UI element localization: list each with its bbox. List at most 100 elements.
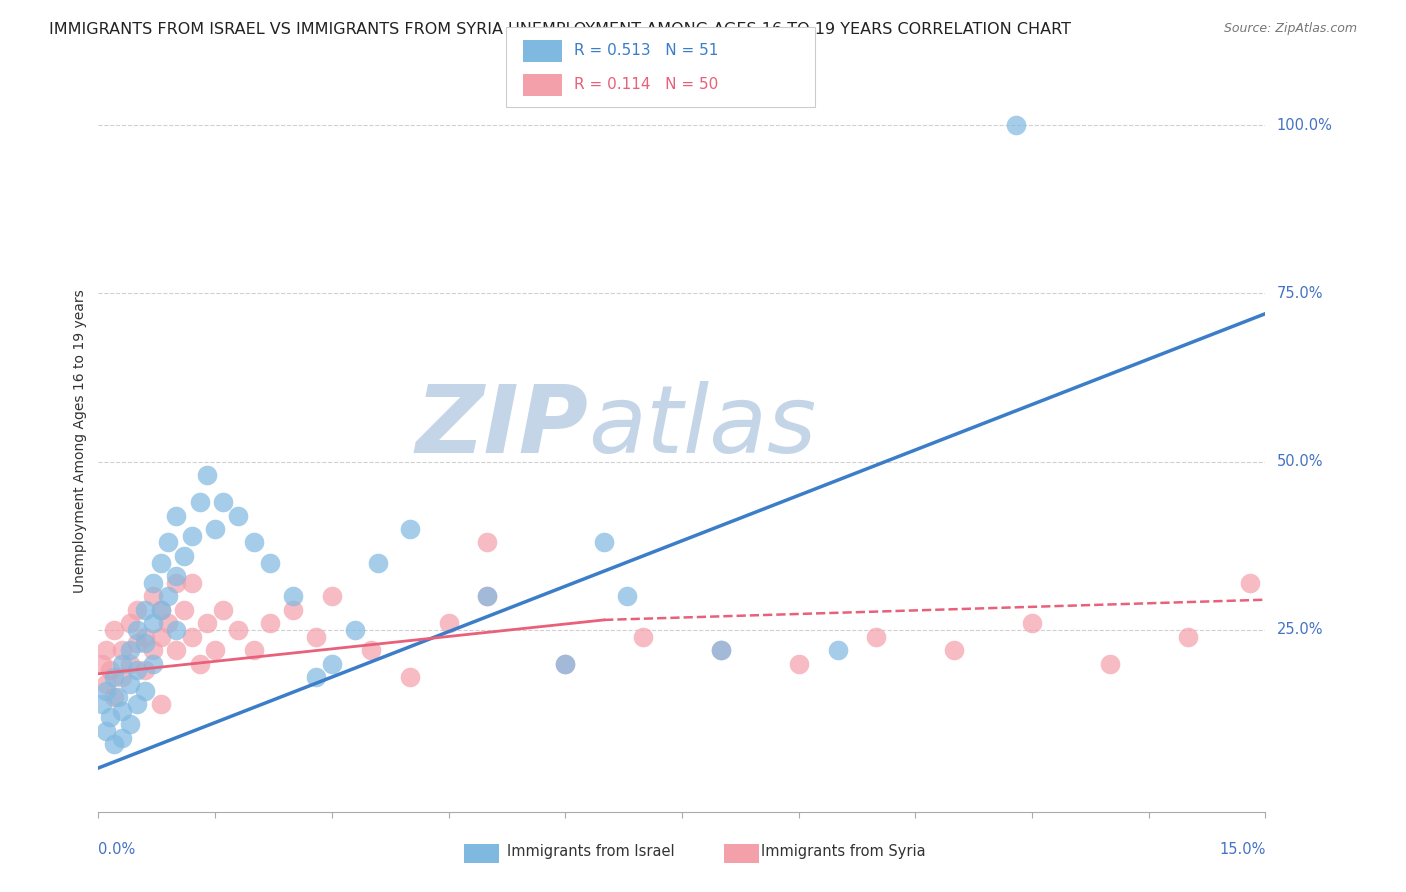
Point — [173, 603, 195, 617]
Point — [157, 535, 180, 549]
Point — [142, 616, 165, 631]
Point — [195, 616, 218, 631]
Point — [943, 643, 966, 657]
Point — [477, 590, 499, 604]
Point — [180, 630, 202, 644]
Point — [127, 603, 149, 617]
Point — [554, 657, 576, 671]
Text: 75.0%: 75.0% — [1277, 286, 1323, 301]
Point — [259, 556, 281, 570]
Point — [98, 710, 121, 724]
Text: IMMIGRANTS FROM ISRAEL VS IMMIGRANTS FROM SYRIA UNEMPLOYMENT AMONG AGES 16 TO 19: IMMIGRANTS FROM ISRAEL VS IMMIGRANTS FRO… — [49, 22, 1071, 37]
Point — [367, 556, 389, 570]
Point — [118, 616, 141, 631]
Point — [98, 664, 121, 678]
Point — [204, 643, 226, 657]
Point — [134, 630, 156, 644]
Y-axis label: Unemployment Among Ages 16 to 19 years: Unemployment Among Ages 16 to 19 years — [73, 290, 87, 593]
Point — [149, 556, 172, 570]
Point — [1098, 657, 1121, 671]
Point — [616, 590, 638, 604]
Point — [477, 535, 499, 549]
Point — [103, 670, 125, 684]
Point — [228, 623, 250, 637]
Point — [96, 677, 118, 691]
Point — [321, 657, 343, 671]
Text: ZIP: ZIP — [416, 381, 589, 473]
Point — [111, 704, 134, 718]
Point — [118, 717, 141, 731]
Point — [111, 657, 134, 671]
Point — [127, 636, 149, 650]
Point — [398, 522, 420, 536]
Point — [228, 508, 250, 523]
Point — [149, 697, 172, 711]
Point — [1239, 575, 1261, 590]
Point — [134, 603, 156, 617]
Point — [127, 623, 149, 637]
Point — [710, 643, 733, 657]
Point — [243, 643, 266, 657]
Point — [180, 529, 202, 543]
Point — [103, 690, 125, 705]
Point — [173, 549, 195, 563]
Point — [149, 603, 172, 617]
Point — [103, 623, 125, 637]
Point — [865, 630, 887, 644]
Point — [195, 468, 218, 483]
Point — [111, 731, 134, 745]
Text: Immigrants from Syria: Immigrants from Syria — [761, 845, 927, 859]
Point — [111, 670, 134, 684]
Point — [554, 657, 576, 671]
Point — [1021, 616, 1043, 631]
Point — [134, 664, 156, 678]
Point — [149, 603, 172, 617]
Point — [305, 670, 328, 684]
Point — [344, 623, 367, 637]
Point — [188, 495, 211, 509]
Point — [593, 535, 616, 549]
Point — [149, 630, 172, 644]
Point — [142, 643, 165, 657]
Point — [118, 677, 141, 691]
Point — [165, 575, 187, 590]
Point — [118, 657, 141, 671]
Point — [134, 683, 156, 698]
Point — [107, 690, 129, 705]
Point — [165, 508, 187, 523]
Point — [96, 683, 118, 698]
Point — [437, 616, 460, 631]
Text: 0.0%: 0.0% — [98, 842, 135, 857]
Point — [142, 590, 165, 604]
Point — [96, 723, 118, 738]
Text: R = 0.513   N = 51: R = 0.513 N = 51 — [574, 44, 718, 58]
Point — [165, 623, 187, 637]
Point — [827, 643, 849, 657]
Text: R = 0.114   N = 50: R = 0.114 N = 50 — [574, 78, 718, 92]
Point — [91, 697, 114, 711]
Point — [111, 643, 134, 657]
Point — [157, 616, 180, 631]
Point — [103, 738, 125, 752]
Point — [96, 643, 118, 657]
Point — [142, 575, 165, 590]
Point — [188, 657, 211, 671]
Text: Immigrants from Israel: Immigrants from Israel — [506, 845, 675, 859]
Point — [321, 590, 343, 604]
Point — [127, 697, 149, 711]
Point — [1177, 630, 1199, 644]
Text: atlas: atlas — [589, 381, 817, 472]
Point — [165, 643, 187, 657]
Point — [360, 643, 382, 657]
Point — [259, 616, 281, 631]
Point — [180, 575, 202, 590]
Point — [305, 630, 328, 644]
Point — [204, 522, 226, 536]
Point — [398, 670, 420, 684]
Text: Source: ZipAtlas.com: Source: ZipAtlas.com — [1223, 22, 1357, 36]
Point — [281, 590, 304, 604]
Point — [710, 643, 733, 657]
Point — [134, 636, 156, 650]
Text: 15.0%: 15.0% — [1219, 842, 1265, 857]
Text: 25.0%: 25.0% — [1277, 623, 1323, 638]
